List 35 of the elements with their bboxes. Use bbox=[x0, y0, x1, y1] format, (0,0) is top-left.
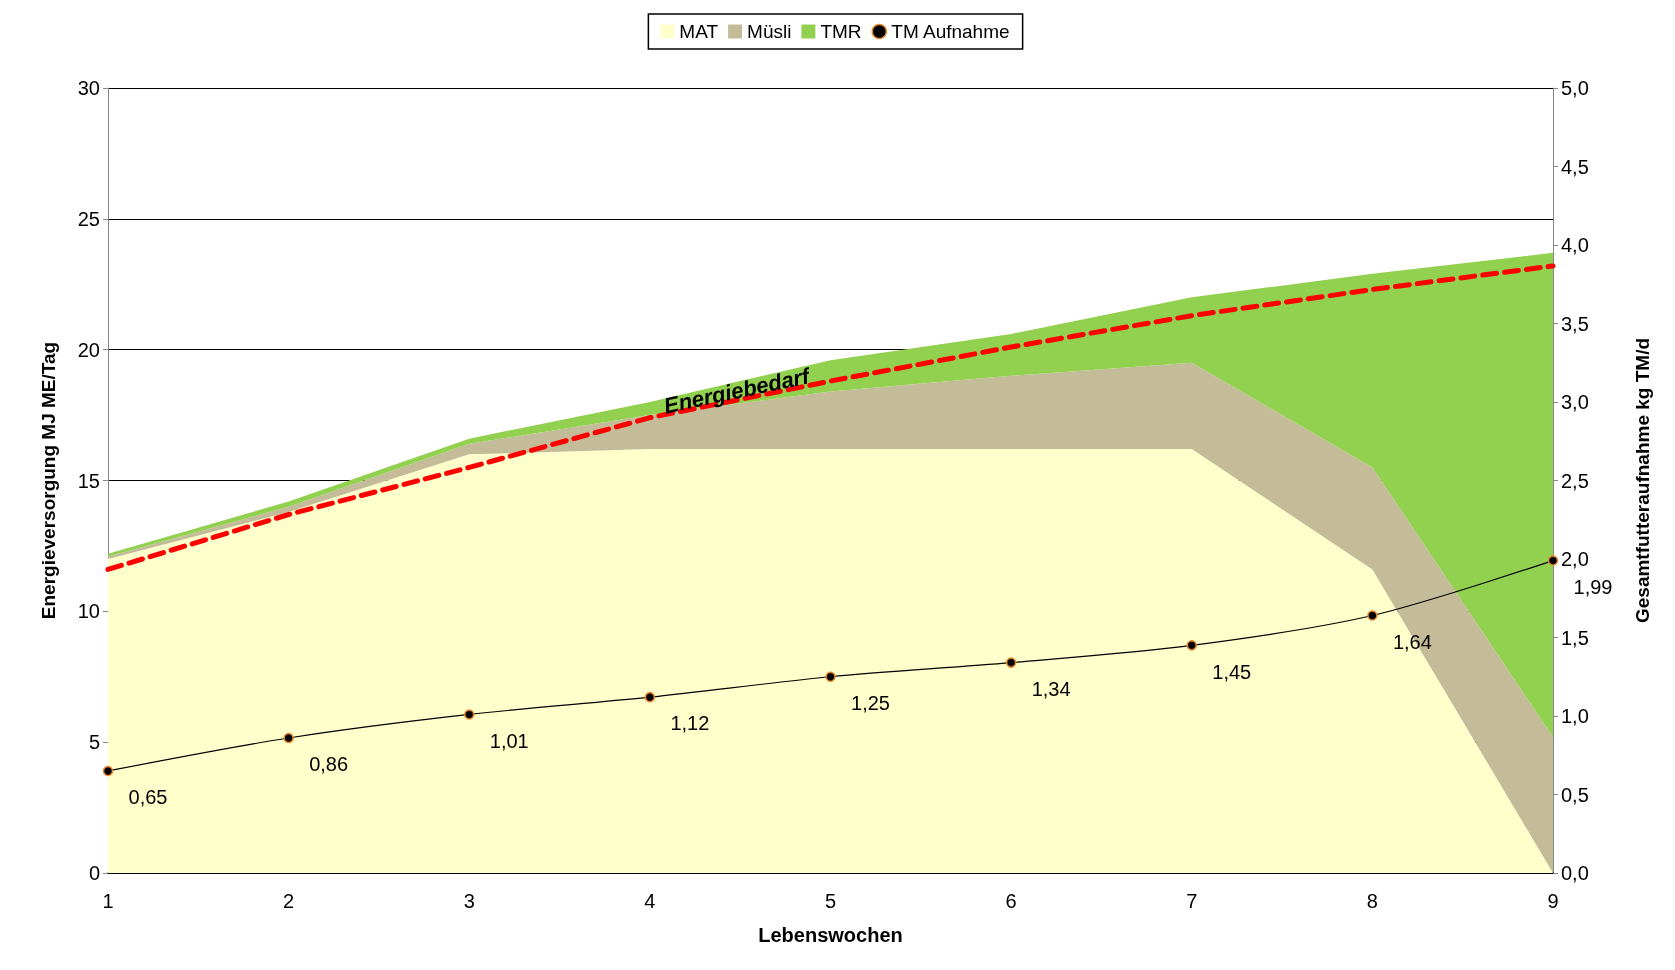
y2-tick-label: 5,0 bbox=[1561, 77, 1589, 99]
x-tick-label: 5 bbox=[824, 890, 837, 912]
legend-label: TM Aufnahme bbox=[891, 21, 1010, 42]
y2-tick-label: 1,0 bbox=[1561, 705, 1589, 727]
legend-label: TMR bbox=[820, 21, 862, 42]
x-tick-label: 6 bbox=[1005, 890, 1017, 912]
y-tick-label: 0 bbox=[88, 862, 100, 884]
x-tick-label: 4 bbox=[644, 890, 656, 912]
legend-label: Müsli bbox=[747, 21, 792, 42]
y2-tick-label: 0,0 bbox=[1561, 862, 1589, 884]
y2-tick-label: 2,5 bbox=[1561, 469, 1589, 492]
x-tick-label: 9 bbox=[1547, 890, 1559, 912]
x-tick-label: 8 bbox=[1366, 890, 1378, 912]
y2-tick-label: 4,5 bbox=[1561, 155, 1589, 178]
y2-tick-label: 3,0 bbox=[1561, 391, 1589, 413]
y2-tick-label: 0,5 bbox=[1561, 783, 1589, 806]
y-tick-label: 30 bbox=[77, 77, 100, 99]
y2-tick-label: 3,5 bbox=[1561, 312, 1589, 335]
x-axis-title: Lebenswochen bbox=[758, 924, 903, 946]
y2-tick-label: 1,5 bbox=[1561, 626, 1589, 649]
x-tick-label: 3 bbox=[463, 890, 475, 912]
x-tick-label: 1 bbox=[102, 890, 114, 912]
y2-tick-label: 2,0 bbox=[1561, 548, 1589, 570]
x-tick-label: 2 bbox=[283, 890, 295, 912]
y-tick-label: 25 bbox=[77, 207, 100, 230]
y-tick-label: 20 bbox=[77, 338, 100, 361]
legend-label: MAT bbox=[679, 21, 719, 42]
y2-axis-title: Gesamtfutteraufnahme kg TM/d bbox=[1632, 337, 1653, 624]
y2-tick-label: 4,0 bbox=[1561, 234, 1589, 256]
y-tick-label: 5 bbox=[88, 731, 100, 754]
y-axis-title: Energieversorgung MJ ME/Tag bbox=[38, 341, 59, 620]
y-tick-label: 10 bbox=[77, 600, 100, 623]
x-tick-label: 7 bbox=[1186, 890, 1198, 912]
data-label: 1,99 bbox=[1573, 575, 1613, 598]
y-tick-label: 15 bbox=[77, 469, 100, 492]
